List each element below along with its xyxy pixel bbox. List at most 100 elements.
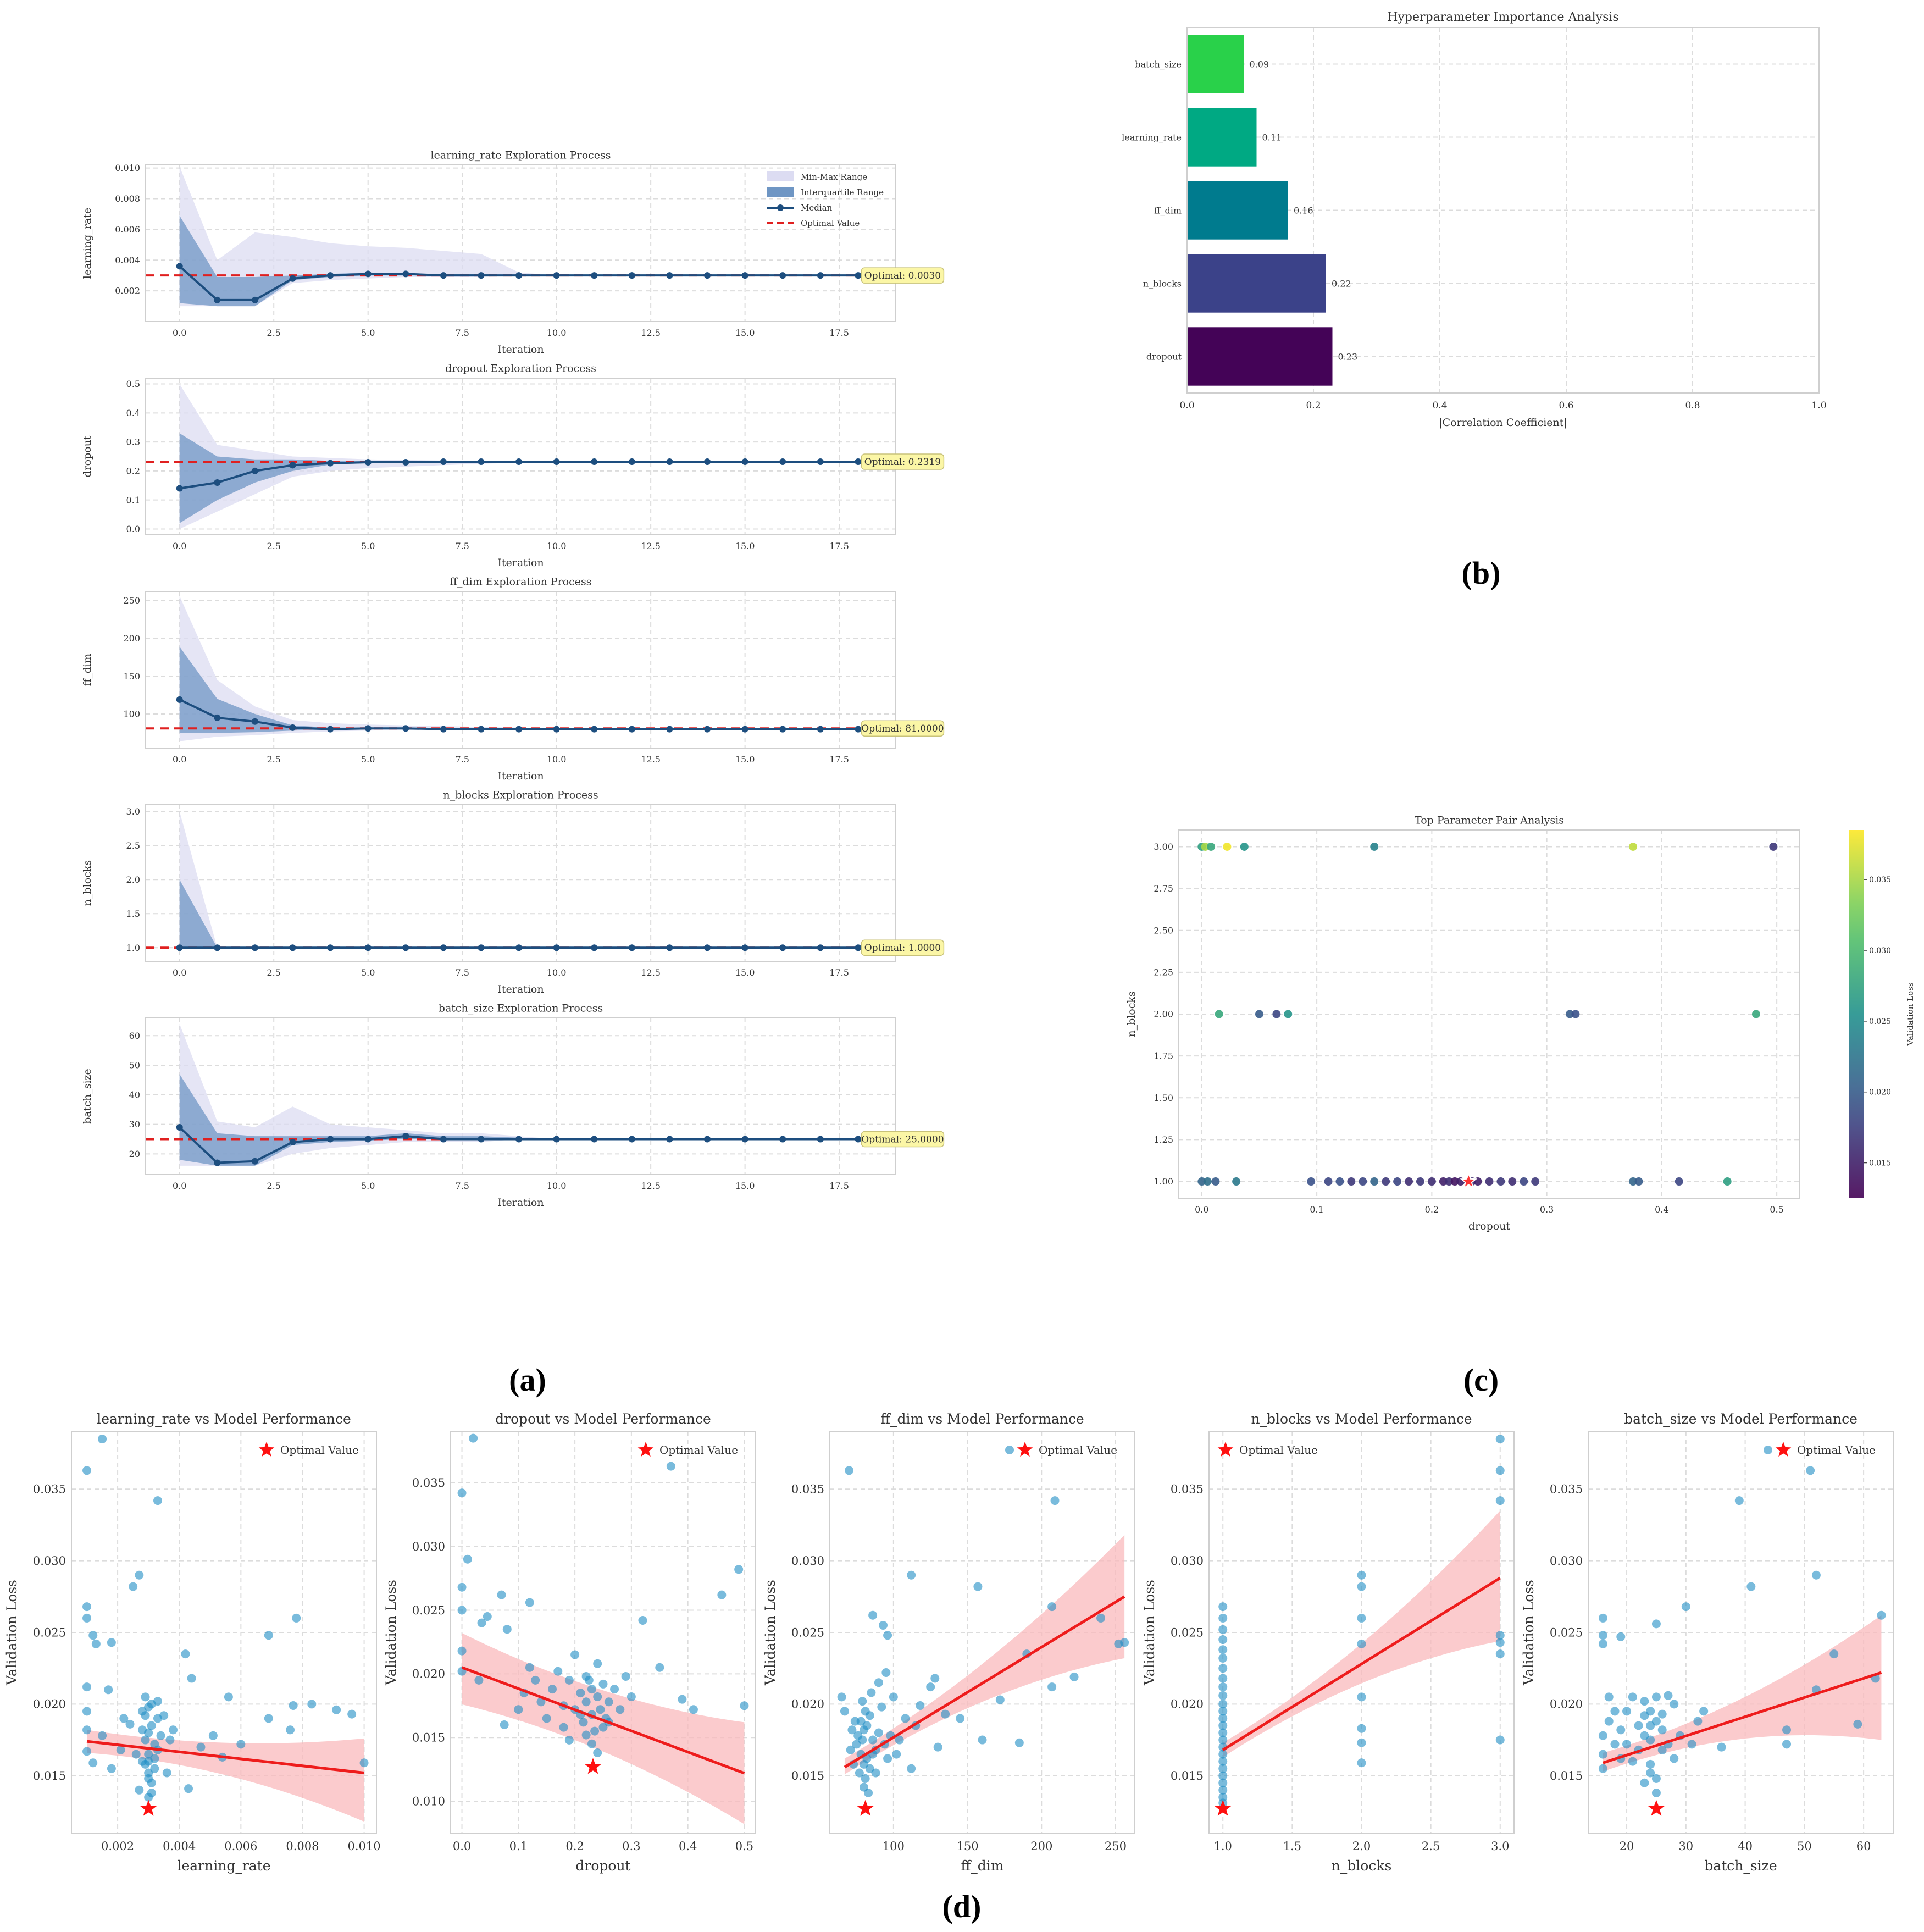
median-point (855, 944, 862, 951)
data-point (1495, 1638, 1505, 1647)
data-point (1218, 1750, 1228, 1759)
data-point (169, 1725, 178, 1735)
pair-point (1496, 1177, 1505, 1186)
median-point (666, 726, 673, 733)
x-tick-label: 0.5 (735, 1840, 753, 1853)
data-point (590, 1726, 600, 1736)
x-tick-label: 12.5 (641, 1181, 661, 1191)
data-point (129, 1582, 138, 1591)
data-point (1598, 1639, 1607, 1648)
pair-point (1769, 842, 1778, 851)
data-point (162, 1768, 171, 1778)
data-point (469, 1433, 478, 1443)
data-point (889, 1692, 898, 1702)
x-tick-label: 200 (1030, 1840, 1052, 1853)
colorbar-tick-label: 0.015 (1869, 1159, 1891, 1168)
data-point (131, 1750, 141, 1759)
x-axis-label: learning_rate (177, 1858, 270, 1874)
median-point (440, 726, 447, 733)
pair-point (1751, 1010, 1760, 1018)
y-tick-label: 0.015 (791, 1769, 824, 1782)
data-point (1218, 1664, 1228, 1673)
x-tick-label: 2.5 (267, 541, 280, 551)
data-point (850, 1717, 860, 1726)
data-point (956, 1714, 965, 1723)
data-point (1069, 1672, 1079, 1681)
importance-bar (1187, 108, 1257, 167)
legend-label: Optimal Value (1797, 1443, 1876, 1457)
data-point (861, 1707, 870, 1716)
y-tick-label: 1.75 (1154, 1051, 1173, 1061)
data-point (1657, 1745, 1667, 1754)
pair-point (1405, 1177, 1413, 1186)
performance-chart-d5: 20 30 40 50 60 0.015 0.020 0.025 0.030 0.035 batch… (1521, 1411, 1894, 1874)
data-point (1616, 1725, 1626, 1735)
x-tick-label: 12.5 (641, 967, 661, 978)
colorbar-tick-label: 0.025 (1869, 1017, 1891, 1026)
data-point (144, 1702, 153, 1712)
y-axis-label: Validation Loss (762, 1580, 778, 1686)
median-point (478, 458, 485, 465)
pair-point (1347, 1177, 1356, 1186)
data-point (1628, 1692, 1637, 1702)
legend-optimal-label: Optimal Value (801, 218, 860, 228)
data-point (82, 1725, 92, 1735)
x-tick-label: 0.4 (1655, 1204, 1668, 1215)
data-point (926, 1682, 935, 1692)
data-point (536, 1697, 546, 1707)
data-point (1218, 1735, 1228, 1745)
data-point (1218, 1635, 1228, 1645)
colorbar (1849, 830, 1864, 1198)
y-tick-label: 250 (123, 595, 140, 606)
data-point (144, 1750, 153, 1759)
median-point (779, 1136, 786, 1143)
data-point (587, 1739, 596, 1748)
y-tick-label: 0.030 (791, 1554, 824, 1568)
x-tick-label: 2.0 (1352, 1840, 1371, 1853)
median-point (364, 1136, 372, 1143)
y-tick-label: 1.5 (126, 909, 140, 919)
y-tick-label: 0.3 (126, 437, 140, 447)
pair-point (1427, 1177, 1436, 1186)
x-axis-label: dropout (575, 1858, 630, 1874)
median-point (779, 944, 786, 951)
data-point (82, 1747, 92, 1756)
y-tick-label: 20 (129, 1149, 140, 1159)
median-point (666, 944, 673, 951)
data-point (150, 1764, 159, 1773)
colorbar-tick-label: 0.035 (1869, 876, 1891, 884)
y-tick-label: 40 (129, 1089, 140, 1100)
optimal-star (1648, 1800, 1665, 1816)
x-tick-label: 7.5 (455, 1181, 469, 1191)
y-tick-label: 0.030 (33, 1554, 66, 1568)
median-point (779, 458, 786, 465)
median-point (553, 944, 560, 951)
pair-analysis-chart: 0.0 0.1 0.2 0.3 0.4 0.5 1.00 1.25 1.50 1.75 2.00 2.… (1125, 815, 1915, 1232)
optimal-star (584, 1758, 602, 1774)
median-point (855, 1136, 862, 1143)
legend-point-marker (1764, 1446, 1772, 1454)
x-tick-label: 60 (1856, 1840, 1871, 1853)
data-point (500, 1720, 509, 1730)
performance-chart-d3: 100 150 200 250 0.015 0.020 0.025 0.030 0.035 ff_… (762, 1411, 1135, 1874)
median-point (289, 1138, 296, 1145)
median-point (628, 726, 635, 733)
data-point (1218, 1771, 1228, 1780)
y-tick-label: 0.0 (126, 524, 140, 534)
data-point (150, 1754, 159, 1763)
data-point (587, 1685, 596, 1694)
x-tick-label: 0.2 (565, 1840, 584, 1853)
data-point (457, 1582, 467, 1592)
bar-category-label: dropout (1146, 352, 1182, 362)
data-point (1598, 1764, 1607, 1773)
exploration-chart-a2: 0.0 2.5 5.0 7.5 10.0 12.5 15.0 17.5 0.0 0.1 0.2 0.3… (81, 363, 945, 569)
data-point (564, 1675, 574, 1685)
x-axis-label: dropout (1468, 1220, 1511, 1232)
data-point (141, 1759, 150, 1769)
median-point (515, 726, 523, 733)
data-point (1598, 1631, 1607, 1640)
optimal-annotation: Optimal: 81.0000 (861, 723, 944, 734)
data-point (1357, 1613, 1366, 1623)
data-point (1646, 1707, 1655, 1716)
median-point (251, 1158, 258, 1165)
